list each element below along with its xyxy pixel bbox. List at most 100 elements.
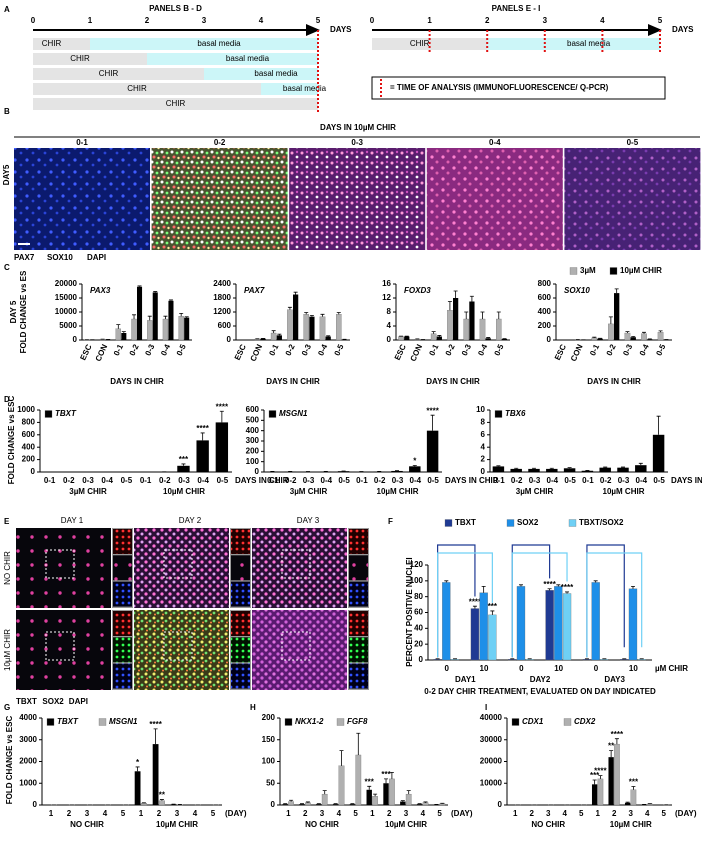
bar — [480, 319, 485, 340]
bar — [592, 784, 597, 805]
x-tick-label: 0-1 — [44, 476, 56, 485]
y-tick-label: 10000 — [55, 307, 78, 316]
legend-label: 3µM — [580, 266, 596, 275]
error-bar — [116, 325, 120, 329]
x-tick-label: 0-4 — [547, 476, 559, 485]
y-tick-label: 15000 — [55, 293, 78, 302]
x-tick-label: 0-4 — [197, 476, 209, 485]
error-bar — [272, 331, 276, 333]
x-tick-label: 4 — [103, 809, 108, 818]
day-label: 3 — [202, 16, 207, 25]
significance: * — [413, 457, 417, 466]
x-tick-label: 0-1 — [267, 342, 280, 357]
error-bar — [437, 335, 441, 336]
x-tick-label: 1 — [286, 809, 291, 818]
day-label: 5 — [658, 16, 663, 25]
error-bar — [565, 592, 569, 594]
y-tick-label: 0 — [271, 800, 276, 809]
timeline-title: PANELS E - I — [492, 4, 541, 13]
inset — [231, 555, 250, 580]
x-tick-label: 0-1 — [112, 342, 125, 357]
column-label: 0-2 — [214, 138, 226, 147]
x-tick-label: 0-3 — [178, 476, 190, 485]
legend-swatch — [337, 719, 344, 726]
bar — [121, 333, 126, 340]
y-tick-label: 4000 — [19, 713, 37, 722]
bar — [326, 337, 331, 341]
bar — [447, 310, 452, 340]
legend-swatch — [564, 719, 571, 726]
bar — [554, 586, 562, 660]
basal-label: basal media — [226, 54, 270, 63]
error-bar — [277, 334, 281, 335]
x-tick-label: 0-4 — [410, 476, 422, 485]
x-tick-label: 0-5 — [333, 342, 346, 357]
legend-swatch — [512, 719, 519, 726]
significance: **** — [611, 730, 624, 739]
significance: *** — [629, 778, 639, 787]
micrograph — [289, 148, 425, 250]
panel-label: I — [485, 703, 487, 712]
error-bar — [337, 312, 341, 314]
y-tick-label: 200 — [262, 713, 276, 722]
error-bar — [639, 463, 643, 465]
legend-label: MSGN1 — [279, 409, 308, 418]
y-tick-label: 8 — [481, 418, 486, 427]
y-tick-label: 40 — [414, 623, 423, 632]
bar — [423, 803, 428, 805]
x-tick-label: 3 — [175, 809, 180, 818]
bar — [404, 337, 409, 341]
significance: **** — [561, 583, 574, 592]
y-tick-label: 30000 — [480, 735, 503, 744]
bar — [137, 287, 142, 340]
bar — [608, 757, 613, 805]
bar — [333, 804, 338, 805]
column-label: 0-1 — [76, 138, 88, 147]
group-label: 3µM CHIR — [69, 487, 107, 496]
legend-swatch — [445, 520, 452, 527]
x-tick-label: 0-5 — [217, 476, 229, 485]
error-bar — [603, 467, 607, 468]
bar — [641, 334, 646, 340]
error-bar — [659, 331, 663, 332]
significance: **** — [216, 402, 229, 411]
y-tick-label: 100 — [246, 457, 260, 466]
day-label: 2 — [145, 16, 150, 25]
caption: 0-2 DAY CHIR TREATMENT, EVALUATED ON DAY… — [424, 687, 656, 696]
x-tick-label: 0-5 — [564, 476, 576, 485]
y-tick-label: 600 — [22, 430, 36, 439]
chir-label: CHIR — [99, 69, 119, 78]
x-tick-label: 0-5 — [427, 476, 439, 485]
y-tick-label: 0 — [387, 335, 392, 344]
y-tick-label: 40000 — [480, 713, 503, 722]
x-tick-label: 1 — [370, 809, 375, 818]
bar — [184, 318, 189, 340]
y-tick-label: 0 — [31, 467, 36, 476]
y-tick-label: 0 — [227, 335, 232, 344]
bar — [417, 804, 422, 805]
y-tick-label: 60 — [414, 608, 423, 617]
x-tick-label: 0-3 — [303, 476, 315, 485]
x-tick-label: 1 — [139, 809, 144, 818]
inset — [231, 611, 250, 636]
significance: *** — [179, 455, 189, 464]
significance: *** — [488, 602, 498, 611]
basal-label: basal media — [197, 39, 241, 48]
x-axis-label: DAYS IN CHIR — [235, 476, 289, 485]
significance: *** — [365, 777, 375, 786]
y-tick-label: 0 — [419, 655, 424, 664]
x-tick-label: 0-1 — [356, 476, 368, 485]
x-tick-label: 2 — [303, 809, 308, 818]
column-label: 0-4 — [489, 138, 501, 147]
bar — [427, 431, 438, 472]
stain-label: SOX10 — [47, 253, 73, 262]
bar — [153, 744, 159, 805]
x-axis-label: DAYS IN CHIR — [445, 476, 499, 485]
bar — [434, 659, 442, 660]
x-tick-label: 0-1 — [140, 476, 152, 485]
error-bar — [454, 291, 458, 298]
x-tick-label: 3 — [320, 809, 325, 818]
timeline-unit: DAYS — [672, 25, 694, 34]
bar — [471, 609, 479, 660]
bar — [271, 333, 276, 340]
